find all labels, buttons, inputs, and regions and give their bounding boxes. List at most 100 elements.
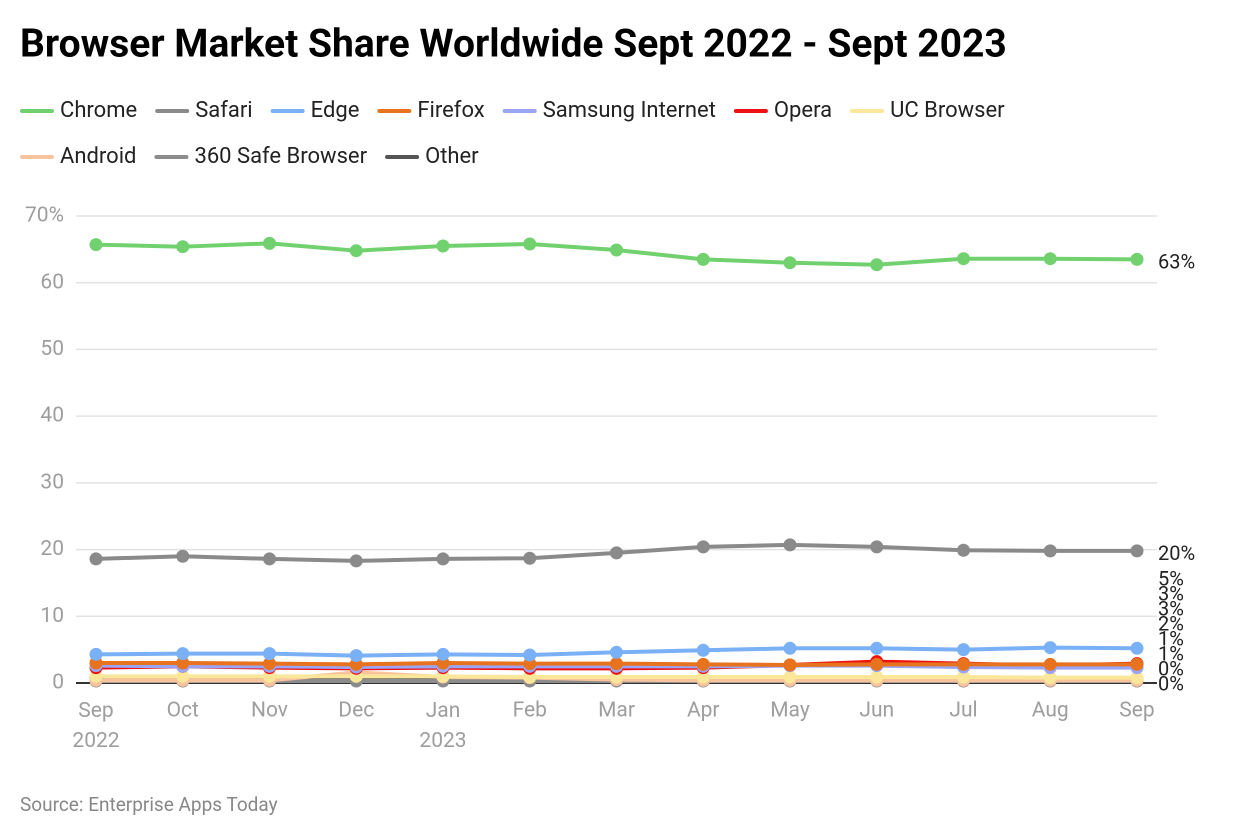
- y-tick-label: 10: [40, 604, 64, 628]
- x-tick-label: Jan 2023: [419, 699, 466, 753]
- x-tick-label: Mar: [598, 699, 635, 723]
- legend-item: Other: [385, 144, 479, 169]
- data-point: [349, 244, 363, 258]
- legend-item: Edge: [270, 98, 360, 123]
- data-point: [783, 658, 797, 672]
- value-label: 1%: [1158, 626, 1184, 650]
- legend-label: Android: [60, 144, 136, 169]
- data-point: [1130, 657, 1144, 671]
- data-point: [1043, 641, 1057, 655]
- x-tick-label: Sep: [1119, 699, 1154, 723]
- value-label: 20%: [1158, 541, 1195, 565]
- x-tick-label: Feb: [513, 699, 547, 723]
- legend-label: Chrome: [60, 98, 137, 123]
- y-tick-label: 30: [40, 470, 64, 494]
- data-point: [1043, 252, 1057, 266]
- data-point: [957, 543, 970, 557]
- data-point: [89, 238, 103, 252]
- data-point: [610, 645, 623, 659]
- data-point: [610, 657, 623, 671]
- data-point: [176, 647, 190, 661]
- data-point: [349, 649, 363, 663]
- x-tick-label: Oct: [167, 699, 199, 723]
- data-point: [610, 243, 623, 257]
- data-point: [176, 240, 190, 254]
- legend-item: 360 Safe Browser: [154, 144, 368, 169]
- data-point: [957, 252, 970, 266]
- legend-item: Samsung Internet: [502, 98, 716, 123]
- legend-label: Edge: [311, 98, 360, 123]
- data-point: [783, 641, 797, 655]
- data-point: [263, 236, 276, 250]
- y-tick-label: 60: [40, 270, 64, 294]
- data-point: [696, 670, 710, 684]
- data-point: [696, 657, 710, 671]
- value-label: 63%: [1158, 250, 1195, 274]
- y-tick-label: 40: [40, 404, 64, 428]
- data-point: [349, 554, 363, 568]
- data-point: [89, 647, 103, 661]
- data-point: [436, 647, 450, 661]
- legend-label: Firefox: [417, 98, 484, 123]
- data-point: [696, 643, 710, 657]
- value-label: 0%: [1158, 656, 1184, 680]
- value-label: 3%: [1158, 581, 1184, 605]
- data-point: [870, 670, 884, 684]
- legend-label: 360 Safe Browser: [194, 144, 367, 169]
- data-point: [1043, 657, 1057, 671]
- data-point: [957, 657, 970, 671]
- data-point: [176, 656, 190, 670]
- data-point: [176, 549, 190, 563]
- data-point: [870, 540, 884, 554]
- x-tick-label: Sep 2022: [72, 699, 119, 753]
- data-point: [523, 551, 537, 565]
- data-point: [1130, 671, 1144, 685]
- data-point: [870, 657, 884, 671]
- data-point: [696, 252, 710, 266]
- data-point: [436, 239, 450, 253]
- legend-item: Firefox: [377, 98, 485, 123]
- value-label: 3%: [1158, 596, 1184, 620]
- legend-label: Safari: [195, 98, 252, 123]
- data-point: [610, 546, 623, 560]
- data-point: [436, 552, 450, 566]
- data-point: [1043, 671, 1057, 685]
- data-point: [1043, 544, 1057, 558]
- y-tick-label: 20: [40, 537, 64, 561]
- legend-label: Other: [425, 144, 479, 169]
- data-point: [523, 237, 537, 251]
- x-tick-label: Jun: [859, 699, 894, 723]
- data-point: [263, 552, 276, 566]
- value-label: 5%: [1158, 566, 1184, 590]
- data-point: [523, 648, 537, 662]
- value-label: 0%: [1158, 671, 1184, 695]
- y-tick-label: 70%: [25, 204, 64, 228]
- x-tick-label: Apr: [687, 699, 720, 723]
- legend-label: Samsung Internet: [543, 98, 716, 123]
- data-point: [89, 552, 103, 566]
- data-point: [263, 657, 276, 671]
- value-label: 1%: [1158, 641, 1184, 665]
- legend-item: Chrome: [20, 98, 137, 123]
- legend-item: Android: [20, 144, 136, 169]
- y-tick-label: 50: [40, 337, 64, 361]
- data-point: [957, 643, 970, 657]
- x-tick-label: May: [770, 699, 810, 723]
- x-tick-label: Jul: [949, 699, 977, 723]
- legend-item: Safari: [155, 98, 253, 123]
- y-tick-label: 0: [52, 671, 64, 695]
- data-point: [696, 540, 710, 554]
- source: Source: Enterprise Apps Today: [20, 793, 278, 816]
- value-label: 2%: [1158, 611, 1184, 635]
- x-tick-label: Dec: [338, 699, 374, 723]
- data-point: [870, 258, 884, 272]
- x-tick-label: Aug: [1032, 699, 1069, 723]
- legend-label: UC Browser: [890, 98, 1005, 123]
- data-point: [176, 669, 190, 683]
- legend-item: Opera: [733, 98, 832, 123]
- data-point: [1130, 252, 1144, 266]
- legend-item: UC Browser: [850, 98, 1005, 123]
- x-tick-label: Nov: [251, 699, 288, 723]
- data-point: [957, 670, 970, 684]
